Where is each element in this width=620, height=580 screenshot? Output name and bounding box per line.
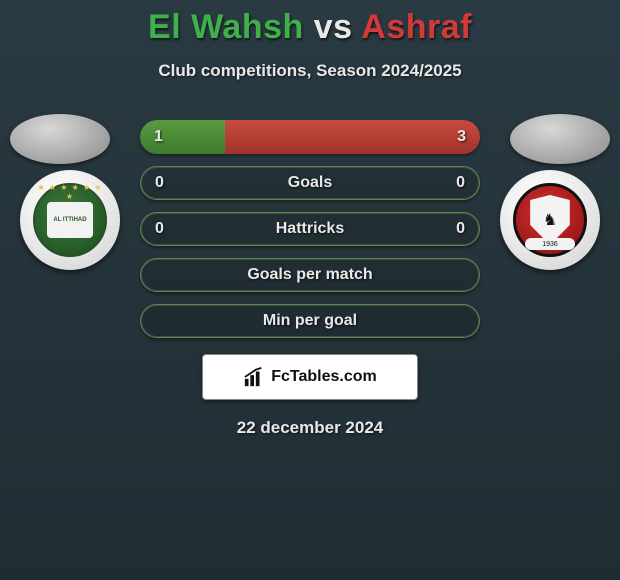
stats-panel: 13Matches00Goals00HattricksGoals per mat…	[140, 120, 480, 350]
player1-name: El Wahsh	[148, 8, 304, 46]
stat-row: Goals per match	[140, 258, 480, 292]
stat-label: Min per goal	[263, 312, 357, 330]
crest-stars: ★ ★ ★ ★ ★ ★ ★	[35, 183, 105, 201]
stat-value-right: 0	[456, 174, 465, 192]
stat-value-left: 1	[154, 128, 163, 146]
logo-text: FcTables.com	[271, 368, 377, 386]
chart-icon	[243, 366, 265, 388]
crest-inner-text: AL ITTIHAD	[47, 202, 93, 238]
stat-value-left: 0	[155, 174, 164, 192]
stat-bar-left	[140, 120, 225, 154]
player1-avatar	[10, 114, 110, 164]
stat-row: 13Matches	[140, 120, 480, 154]
stat-label: Hattricks	[276, 220, 344, 238]
stat-value-right: 0	[456, 220, 465, 238]
stat-value-left: 0	[155, 220, 164, 238]
stat-row: 0 0 Hattricks	[140, 212, 480, 246]
club-crest-ghazl: ♞ 1936	[513, 183, 587, 257]
stat-value-right: 3	[457, 128, 466, 146]
stat-label: Goals	[288, 174, 332, 192]
fctables-logo[interactable]: FcTables.com	[202, 354, 418, 400]
player2-club-badge: ♞ 1936	[500, 170, 600, 270]
stat-bar-right	[225, 120, 480, 154]
season-subtitle: Club competitions, Season 2024/2025	[0, 61, 620, 81]
stat-row: Min per goal	[140, 304, 480, 338]
snapshot-date: 22 december 2024	[0, 418, 620, 438]
player2-name: Ashraf	[361, 8, 472, 46]
stat-row: 0 0 Goals	[140, 166, 480, 200]
crest-year: 1936	[525, 238, 575, 250]
player1-club-badge: ★ ★ ★ ★ ★ ★ ★ AL ITTIHAD	[20, 170, 120, 270]
stat-label: Goals per match	[247, 266, 372, 284]
comparison-title: El Wahsh vs Ashraf	[0, 0, 620, 47]
player2-avatar	[510, 114, 610, 164]
vs-label: vs	[314, 8, 353, 46]
club-crest-alittihad: ★ ★ ★ ★ ★ ★ ★ AL ITTIHAD	[33, 183, 107, 257]
